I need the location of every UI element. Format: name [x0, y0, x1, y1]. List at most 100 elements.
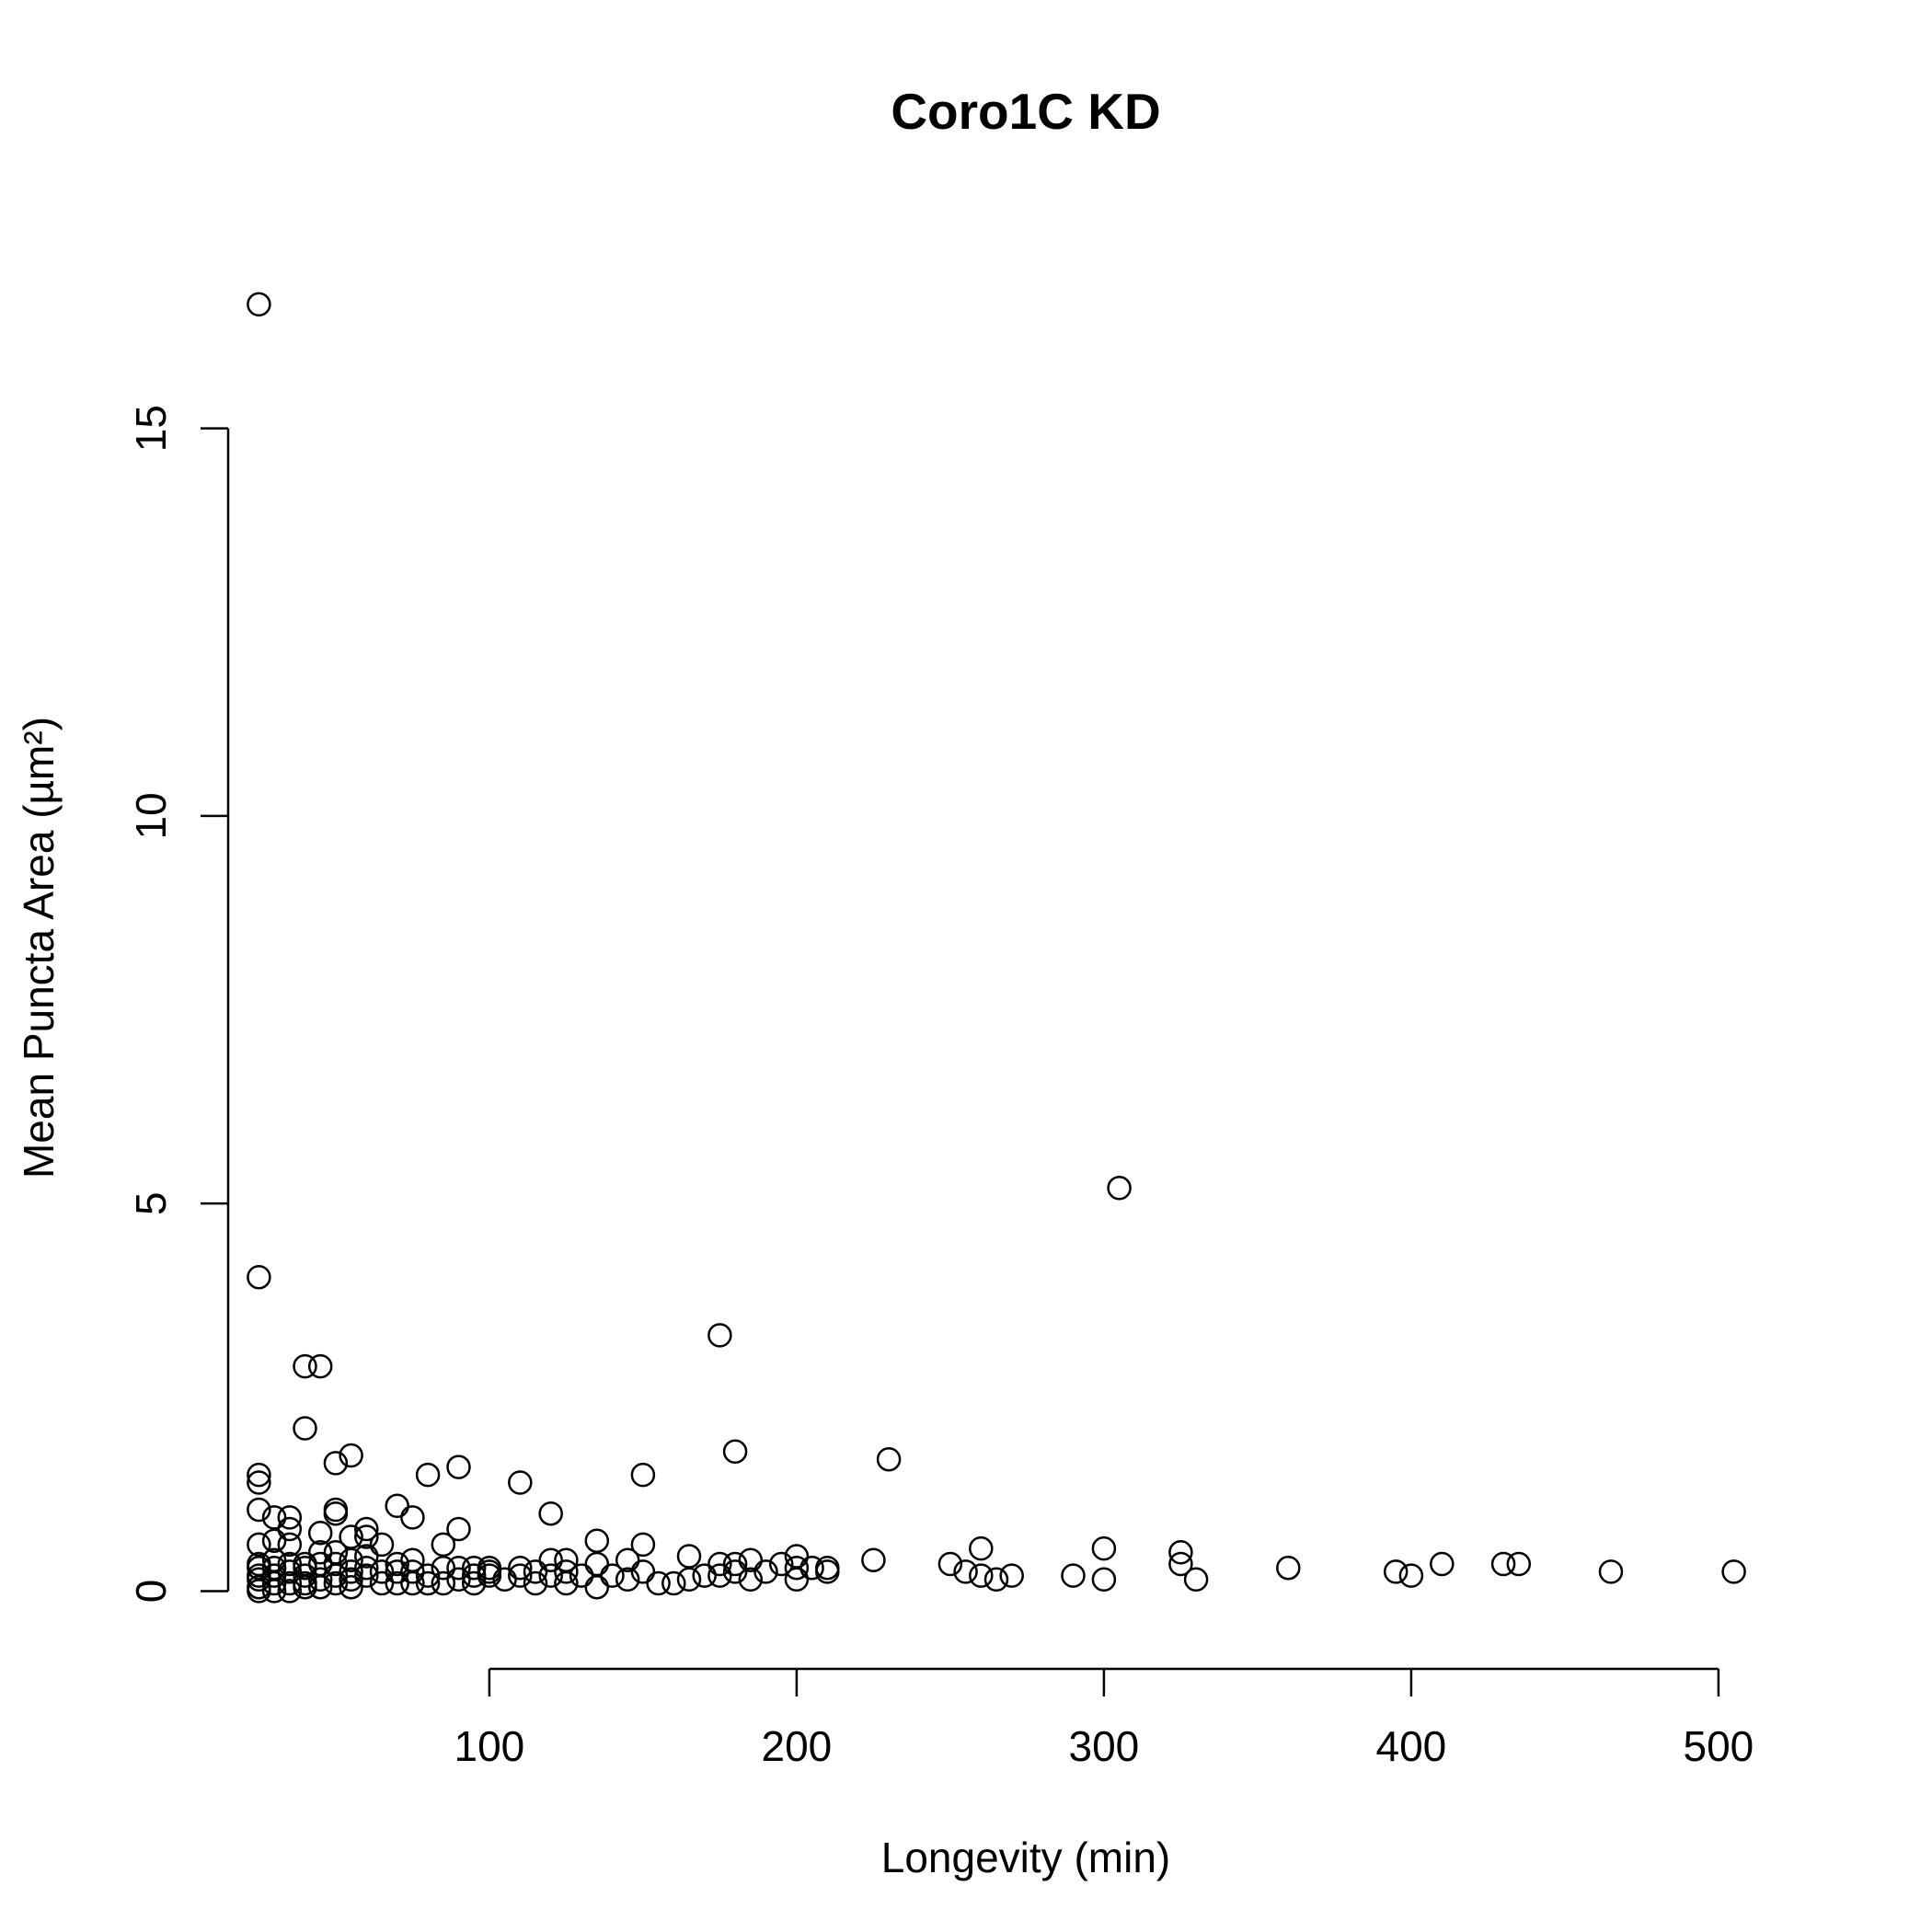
data-point: [293, 1555, 317, 1581]
data-point: [1107, 1176, 1132, 1201]
data-point: [768, 1551, 794, 1577]
data-point: [277, 1579, 303, 1604]
data-point: [1430, 1551, 1455, 1577]
data-point: [1168, 1540, 1193, 1565]
data-point: [784, 1555, 810, 1581]
data-point: [323, 1501, 349, 1526]
data-point: [307, 1567, 333, 1593]
data-point: [1061, 1563, 1086, 1588]
data-point: [1091, 1567, 1117, 1593]
data-point: [261, 1570, 287, 1596]
chart-title: Coro1C KD: [891, 83, 1160, 140]
data-point: [446, 1555, 471, 1581]
data-point: [554, 1547, 579, 1572]
data-point: [369, 1570, 395, 1596]
data-point: [385, 1559, 409, 1584]
data-point: [554, 1570, 579, 1596]
y-tick-label: 10: [127, 792, 175, 839]
data-point: [508, 1555, 533, 1581]
data-point: [1506, 1551, 1532, 1577]
data-point: [415, 1462, 441, 1488]
x-tick-label: 500: [1684, 1722, 1754, 1770]
data-point: [277, 1570, 303, 1596]
y-tick-label: 15: [127, 405, 175, 452]
data-point: [446, 1567, 471, 1593]
data-point: [339, 1547, 363, 1572]
data-point: [354, 1516, 379, 1542]
data-point: [969, 1535, 994, 1561]
data-point: [307, 1574, 333, 1600]
data-point: [307, 1521, 333, 1546]
data-point: [354, 1524, 379, 1549]
data-point: [261, 1547, 287, 1572]
data-point: [323, 1551, 349, 1577]
data-point: [400, 1559, 425, 1584]
data-point: [983, 1567, 1009, 1593]
data-point: [784, 1544, 810, 1569]
data-point: [415, 1570, 441, 1596]
data-point: [339, 1574, 363, 1600]
data-point: [415, 1563, 441, 1588]
data-point: [707, 1551, 732, 1577]
data-point: [584, 1574, 610, 1600]
data-point: [630, 1462, 656, 1488]
data-point: [247, 1567, 271, 1593]
x-tick-label: 300: [1069, 1722, 1140, 1770]
data-point: [400, 1547, 425, 1572]
data-point: [461, 1555, 487, 1581]
data-point: [492, 1567, 517, 1593]
data-point: [722, 1551, 748, 1577]
data-point: [385, 1551, 409, 1577]
data-point: [323, 1563, 349, 1588]
data-point: [461, 1563, 487, 1588]
data-point: [323, 1451, 349, 1476]
data-point: [538, 1563, 563, 1588]
data-point: [937, 1551, 963, 1577]
x-tick-label: 400: [1376, 1722, 1447, 1770]
data-point: [661, 1570, 686, 1596]
data-points: [247, 292, 1746, 1604]
data-point: [508, 1563, 533, 1588]
y-tick-label: 5: [127, 1191, 175, 1215]
data-point: [354, 1544, 379, 1569]
data-point: [646, 1570, 671, 1596]
data-point: [1091, 1535, 1117, 1561]
data-point: [784, 1567, 810, 1593]
data-point: [630, 1559, 656, 1584]
data-point: [339, 1567, 363, 1593]
data-point: [385, 1493, 409, 1519]
data-point: [247, 1470, 271, 1495]
data-point: [538, 1547, 563, 1572]
data-point: [461, 1570, 487, 1596]
data-point: [554, 1559, 579, 1584]
data-point: [799, 1555, 824, 1581]
data-point: [354, 1563, 379, 1588]
data-point: [676, 1544, 702, 1569]
data-point: [615, 1547, 640, 1572]
data-point: [523, 1559, 548, 1584]
data-point: [446, 1455, 471, 1479]
data-point: [738, 1567, 764, 1593]
data-point: [261, 1563, 287, 1588]
data-point: [584, 1551, 610, 1577]
data-point: [753, 1559, 778, 1584]
data-point: [293, 1416, 317, 1441]
data-point: [277, 1516, 303, 1542]
x-tick-label: 100: [454, 1722, 525, 1770]
data-point: [323, 1570, 349, 1596]
data-point: [722, 1439, 748, 1465]
data-point: [953, 1559, 978, 1584]
data-point: [354, 1555, 379, 1581]
data-point: [477, 1563, 502, 1588]
data-point: [523, 1570, 548, 1596]
y-axis-label: Mean Puncta Area (µm²): [15, 717, 63, 1179]
data-point: [446, 1516, 471, 1542]
x-axis-label: Longevity (min): [881, 1834, 1170, 1881]
data-point: [1398, 1563, 1424, 1588]
data-point: [615, 1567, 640, 1593]
data-point: [277, 1559, 303, 1584]
data-point: [400, 1570, 425, 1596]
x-axis-ticks: 100 200 300 400 500: [454, 1669, 1754, 1770]
data-point: [277, 1505, 303, 1530]
